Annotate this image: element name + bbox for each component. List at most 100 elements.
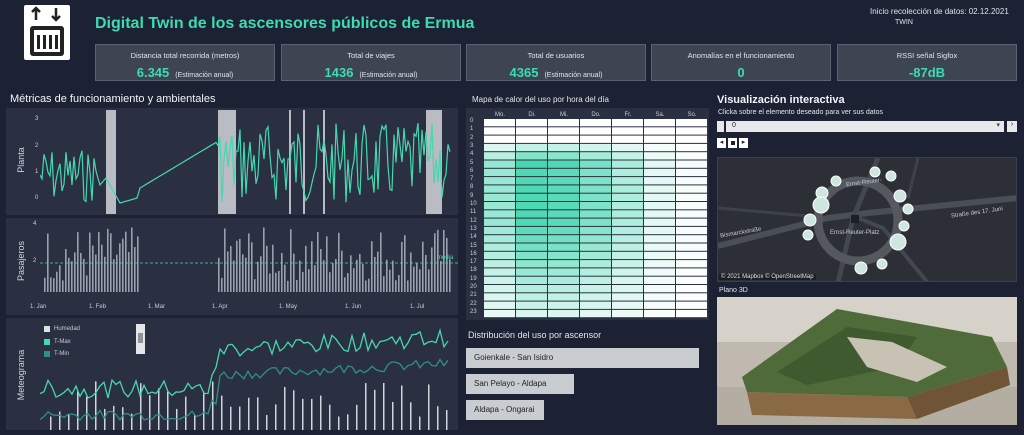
heatmap-cell [644,185,675,193]
pasajeros-bar [137,236,139,292]
pasajeros-bar [62,280,64,292]
plano-3d-view[interactable] [717,297,1017,425]
pasajeros-bar [92,245,94,292]
pasajeros-bar [266,245,268,292]
pasajeros-bar [83,258,85,292]
pasajeros-bar [449,259,451,292]
heatmap-cell [516,301,547,309]
heatmap-day-label: Do. [591,112,601,118]
kpi-label: Anomalías en el funcionamiento [687,51,795,60]
pasajeros-bar [245,257,247,292]
heatmap-cell [484,293,515,301]
heatmap-hour-label: 5 [470,159,474,166]
humedad-bar [221,395,223,430]
heatmap-hour-label: 9 [470,192,474,199]
heatmap-cell [516,276,547,284]
pasajeros-bar [296,280,298,292]
elevator-goienkale-button[interactable]: Goienkale - San Isidro [466,348,699,368]
pasajeros-bar [275,272,277,292]
pasajeros-bar [257,261,259,292]
heatmap-cell [676,301,707,309]
heatmap-cell [516,293,547,301]
heatmap-cell [644,152,675,160]
scroll-thumb[interactable] [138,333,143,343]
heatmap-cell [516,210,547,218]
pasajeros-bar [311,241,313,292]
pasajeros-bar [392,260,394,292]
pasajeros-bar [326,236,328,292]
humedad-bar [383,383,385,430]
elevator-sanpelayo-button[interactable]: San Pelayo - Aldapa [466,374,574,394]
heatmap-hour-label: 14 [470,234,477,241]
heatmap-cell [644,202,675,210]
humedad-bar [365,383,367,430]
prev-icon[interactable]: ◂ [717,138,726,148]
map-attribution[interactable]: © 2021 Mapbox © OpenStreetMap [719,274,816,280]
humedad-bar [149,395,151,430]
heatmap-cell [516,218,547,226]
heatmap-cell [516,260,547,268]
metrics-charts [40,110,458,430]
heatmap-cell [580,260,611,268]
pasajeros-bar [263,227,265,292]
legend-scrollbar[interactable] [136,324,145,354]
play-icon[interactable]: ▸ [739,138,748,148]
heatmap-cell [644,119,675,127]
legend-tmin[interactable]: T-Min [54,351,69,357]
planta-ytick: 2 [35,143,39,149]
heatmap-cell [484,301,515,309]
heatmap-cell [548,210,579,218]
pasajeros-bar [56,271,58,292]
kpi-sub: (Estimación anual) [359,72,418,79]
heatmap-cell [580,293,611,301]
heatmap-grid[interactable] [484,119,708,318]
humedad-bar [113,405,115,430]
heatmap-cell [484,202,515,210]
heatmap-cell [644,285,675,293]
legend-swatch-tmax [44,339,50,345]
humedad-bar [311,398,313,430]
kpi-value: 4365 [509,65,539,80]
heatmap-cell [612,260,643,268]
heatmap-cell [484,135,515,143]
legend-humedad[interactable]: Humedad [54,326,81,332]
elevator-aldapa-button[interactable]: Aldapa - Ongarai [466,400,544,420]
heatmap-cell [548,218,579,226]
heatmap-cell [644,160,675,168]
stop-icon[interactable] [728,138,737,148]
heatmap-hour-label: 18 [470,267,477,274]
heatmap-cell [484,218,515,226]
kpi-rssi-card: RSSI señal Sigfox -87dB [837,44,1017,81]
humedad-bar [248,397,250,430]
pasajeros-bar [404,235,406,292]
pasajeros-bar [224,228,226,292]
heatmap-hour-label: 0 [470,118,474,124]
heatmap-cell [516,235,547,243]
heatmap-cell [516,268,547,276]
select-prev[interactable] [717,121,724,132]
heatmap-cell [612,177,643,185]
heatmap-cell [612,193,643,201]
heatmap-cell [548,285,579,293]
pasajeros-ytick: 2 [33,258,37,264]
pasajeros-bar [74,252,76,292]
pasajeros-bar [431,247,433,292]
legend-tmax[interactable]: T-Max [54,339,71,345]
element-select[interactable]: 0 ▾ [726,121,1004,132]
humedad-bar [158,388,160,430]
heatmap-cell [676,285,707,293]
pasajeros-bar [359,253,361,292]
map-view[interactable]: Ernst-Reuter- Bismarckstraße Straße des … [717,157,1017,282]
select-next[interactable]: › [1007,121,1017,132]
humedad-bar [266,415,268,430]
heatmap-hour-label: 15 [470,242,477,249]
pasajeros-bar [251,242,253,292]
heatmap-cell [484,143,515,152]
humedad-bar [410,402,412,430]
heatmap-hour-label: 20 [470,284,477,290]
pasajeros-bar [44,277,46,292]
pasajeros-bar [362,263,364,292]
pasajeros-bar [302,271,304,292]
heatmap-cell [580,168,611,177]
kpi-label: Distancia total recorrida (metros) [130,51,240,60]
